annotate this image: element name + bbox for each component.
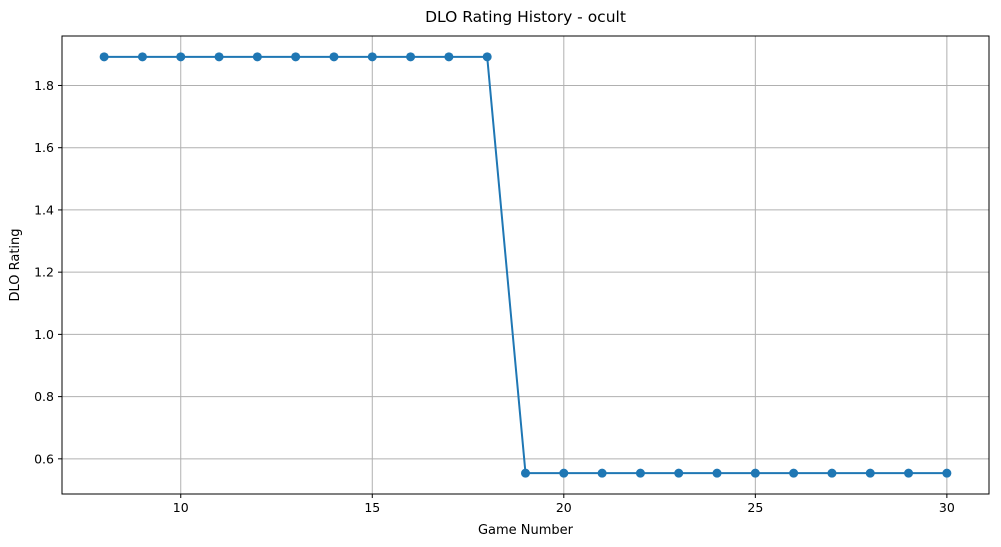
x-tick-label: 30	[939, 500, 955, 515]
y-tick-label: 1.6	[34, 140, 54, 155]
data-point	[750, 468, 760, 478]
x-tick-label: 10	[173, 500, 189, 515]
data-point	[674, 468, 684, 478]
data-point	[291, 52, 301, 62]
data-point	[406, 52, 416, 62]
y-axis-label: DLO Rating	[8, 228, 23, 301]
y-tick-label: 1.2	[34, 265, 54, 280]
data-point	[521, 468, 530, 478]
y-tick-label: 1.8	[34, 78, 54, 93]
data-point	[942, 468, 952, 478]
data-point	[214, 52, 224, 62]
data-point	[367, 52, 377, 62]
series-layer	[99, 52, 952, 478]
y-tick-label: 0.8	[34, 389, 54, 404]
data-point	[137, 52, 147, 62]
chart-title: DLO Rating History - ocult	[425, 8, 626, 26]
data-point	[329, 52, 339, 62]
data-point	[176, 52, 186, 62]
data-point	[99, 52, 109, 62]
y-tick-label: 1.0	[34, 327, 54, 342]
y-tick-label: 0.6	[34, 451, 54, 466]
data-point	[904, 468, 914, 478]
axis-ticks: 10 15 20 25 30 0.6 0.8 1.0 1.2 1.4 1.6 1.8	[34, 78, 955, 515]
data-point	[559, 468, 569, 478]
series-line	[104, 55, 947, 475]
x-axis-label: Game Number	[478, 523, 574, 538]
x-tick-label: 25	[747, 500, 763, 515]
x-tick-label: 15	[364, 500, 380, 515]
data-point	[482, 52, 492, 62]
y-tick-label: 1.4	[34, 202, 54, 217]
data-point	[444, 52, 454, 62]
data-point	[827, 468, 837, 478]
data-point	[712, 468, 722, 478]
data-point	[865, 468, 875, 478]
plot-frame	[61, 35, 990, 495]
data-point	[635, 468, 645, 478]
data-point	[597, 468, 607, 478]
x-tick-label: 20	[556, 500, 572, 515]
grid	[62, 36, 989, 494]
data-point	[252, 52, 262, 62]
data-point	[789, 468, 799, 478]
